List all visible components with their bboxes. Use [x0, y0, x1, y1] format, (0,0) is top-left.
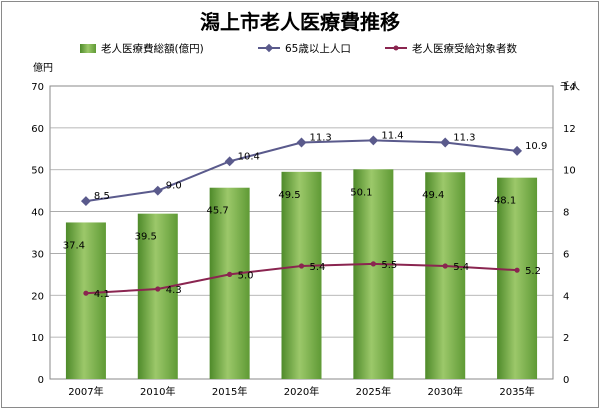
y-right-tick-label: 2 — [563, 333, 569, 344]
y-left-tick-label: 40 — [31, 208, 44, 219]
line-point — [296, 137, 307, 148]
y-left-tick-label: 70 — [31, 82, 44, 93]
bar-layer — [65, 169, 538, 379]
line-data-label: 11.3 — [453, 133, 475, 144]
y-right-tick-label: 14 — [563, 82, 576, 93]
x-tick-label: 2007年 — [68, 385, 103, 398]
line-point — [227, 271, 233, 277]
line-point — [298, 263, 305, 269]
y-right-unit: 千人 — [560, 81, 580, 93]
line-point — [368, 135, 379, 146]
x-tick-label: 2035年 — [499, 385, 534, 398]
x-tick-label: 2020年 — [284, 385, 319, 398]
line-data-label: 11.4 — [381, 130, 403, 141]
legend-swatch-bar — [80, 44, 96, 53]
y-left-tick-label: 60 — [31, 124, 44, 135]
bar — [353, 169, 394, 379]
line-data-label: 8.5 — [94, 191, 110, 202]
line-point — [83, 290, 89, 296]
line-data-label: 4.1 — [94, 289, 110, 300]
line-point — [440, 137, 451, 148]
line-point — [370, 261, 376, 267]
line-point — [224, 156, 235, 167]
y-right-tick-label: 8 — [563, 208, 569, 219]
legend-label: 老人医療受給対象者数 — [412, 42, 517, 55]
line-data-label: 5.5 — [381, 260, 397, 271]
bar-data-label: 49.5 — [278, 190, 300, 201]
line-data-label: 5.4 — [310, 262, 326, 273]
legend-marker — [264, 43, 274, 53]
legend: 老人医療費総額(億円) 65歳以上人口 老人医療受給対象者数 — [80, 42, 517, 55]
y-left-tick-label: 50 — [31, 166, 44, 177]
bar-data-label: 37.4 — [63, 240, 85, 251]
x-tick-label: 2015年 — [212, 385, 247, 398]
line-point — [152, 185, 163, 196]
line-data-label: 10.9 — [525, 141, 547, 152]
line-data-label: 4.3 — [166, 285, 182, 296]
line-point — [80, 196, 91, 207]
y-left-tick-label: 20 — [31, 291, 44, 302]
bar-data-label: 48.1 — [494, 196, 516, 207]
line-layer — [80, 135, 523, 296]
line-point — [442, 263, 448, 269]
bar — [65, 222, 106, 379]
bar — [497, 177, 538, 379]
line-data-label: 5.4 — [453, 262, 469, 273]
bar — [137, 213, 178, 379]
label-layer: 37.4 39.5 45.7 49.5 50.1 49.4 48.1 8.5 9.0 10.4 11… — [63, 130, 548, 300]
line-point — [514, 267, 520, 273]
y-right-tick-label: 0 — [563, 375, 569, 386]
y-left-tick-label: 30 — [31, 249, 44, 260]
line-data-label: 5.0 — [238, 270, 254, 281]
y-left-unit: 億円 — [33, 61, 53, 74]
x-tick-label: 2030年 — [427, 385, 462, 398]
x-tick-label: 2025年 — [356, 385, 391, 398]
line-point — [155, 286, 161, 292]
bar — [425, 172, 466, 379]
line-data-label: 10.4 — [238, 151, 260, 162]
line-data-label: 11.3 — [310, 133, 332, 144]
y-right-tick-label: 6 — [563, 249, 569, 260]
bar — [281, 171, 322, 379]
bar-data-label: 45.7 — [207, 206, 229, 217]
legend-label: 老人医療費総額(億円) — [101, 42, 204, 55]
legend-marker — [393, 45, 399, 51]
y-right-tick-label: 4 — [563, 291, 569, 302]
y-left-tick-label: 0 — [38, 375, 44, 386]
line-data-label: 9.0 — [166, 181, 182, 192]
legend-label: 65歳以上人口 — [285, 43, 351, 55]
y-left-tick-label: 10 — [31, 333, 44, 344]
bar-data-label: 50.1 — [350, 187, 372, 198]
bar — [209, 187, 250, 379]
bar-data-label: 39.5 — [135, 232, 157, 243]
chart-title: 潟上市老人医療費推移 — [200, 10, 400, 34]
x-tick-label: 2010年 — [140, 385, 175, 398]
bar-data-label: 49.4 — [422, 190, 444, 201]
line-data-label: 5.2 — [525, 266, 541, 277]
y-right-tick-label: 12 — [563, 124, 576, 135]
y-right-tick-label: 10 — [563, 166, 576, 177]
line-point — [512, 145, 523, 156]
